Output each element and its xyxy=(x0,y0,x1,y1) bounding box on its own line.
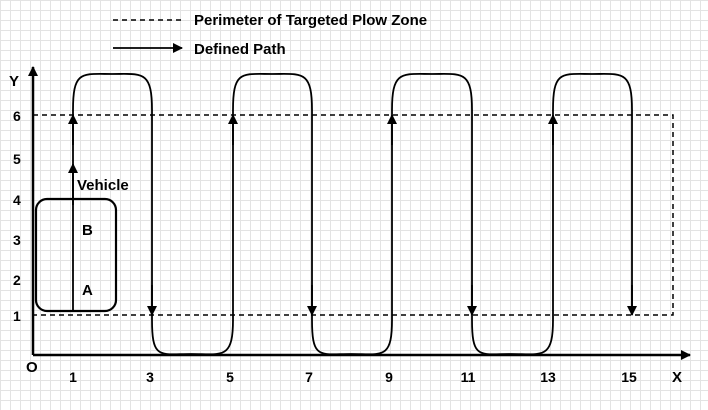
x-tick-label: 5 xyxy=(226,369,234,385)
plow-zone-perimeter xyxy=(32,114,674,316)
vehicle-front-label: B xyxy=(82,222,93,239)
y-tick-label: 5 xyxy=(13,151,21,167)
vehicle-body xyxy=(34,197,118,313)
x-tick-label: 11 xyxy=(461,369,476,385)
y-tick-label: 6 xyxy=(13,108,21,124)
x-tick-label: 9 xyxy=(385,369,393,385)
y-tick-label: 2 xyxy=(13,272,21,288)
legend-perimeter-label: Perimeter of Targeted Plow Zone xyxy=(194,12,427,29)
serpentine-path xyxy=(72,73,633,356)
y-tick-label: 3 xyxy=(13,232,21,248)
x-tick-label: 7 xyxy=(305,369,313,385)
x-axis-label: X xyxy=(672,369,682,386)
x-tick-label: 13 xyxy=(540,369,556,385)
vehicle-rear-label: A xyxy=(82,282,93,299)
vehicle-label: Vehicle xyxy=(77,177,129,194)
vehicle: B A Vehicle xyxy=(34,163,129,313)
x-tick-label: 15 xyxy=(621,369,637,385)
legend-path-label: Defined Path xyxy=(194,41,286,58)
y-tick-label: 4 xyxy=(13,192,21,208)
defined-path xyxy=(68,73,637,356)
x-tick-label: 1 xyxy=(69,369,77,385)
origin-label: O xyxy=(26,359,38,376)
legend: Perimeter of Targeted Plow Zone Defined … xyxy=(113,12,427,58)
y-axis-label: Y xyxy=(9,73,19,90)
y-tick-label: 1 xyxy=(13,308,21,324)
x-tick-label: 3 xyxy=(146,369,154,385)
